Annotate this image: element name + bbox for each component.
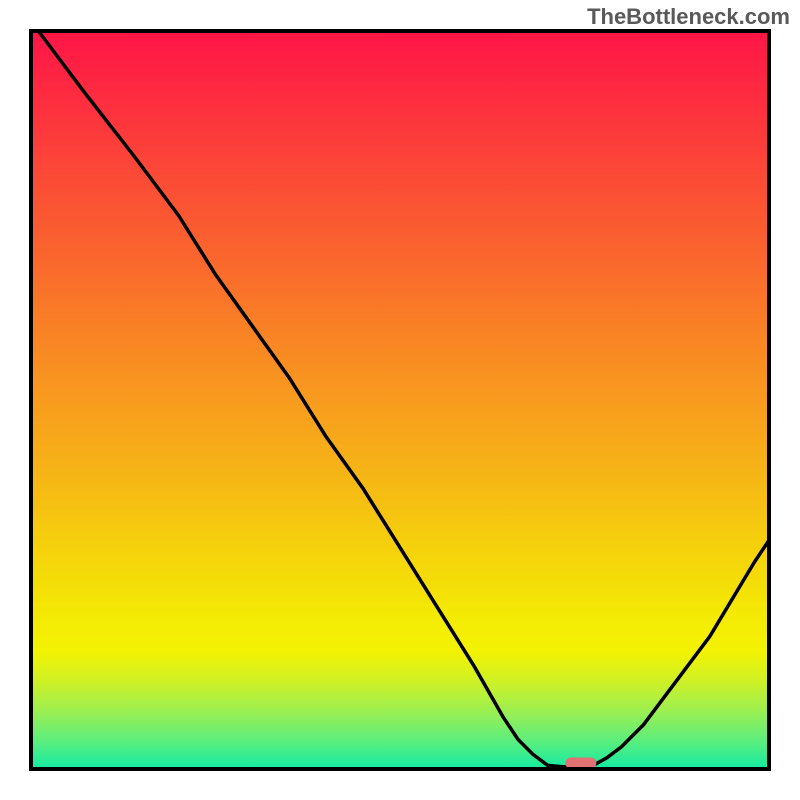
figure-frame: TheBottleneck.com (0, 0, 800, 800)
optimal-marker (565, 758, 596, 769)
attribution-text: TheBottleneck.com (587, 4, 790, 30)
bottleneck-chart (0, 0, 800, 800)
gradient-background (31, 31, 769, 769)
